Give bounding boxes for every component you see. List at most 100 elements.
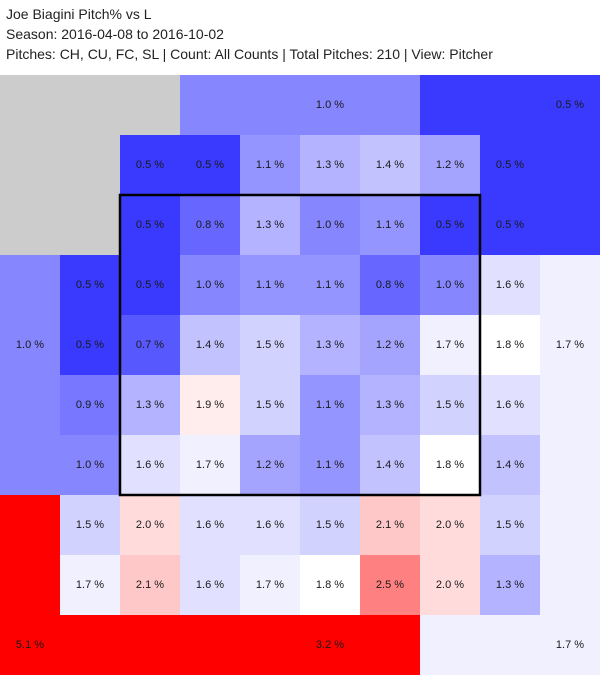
heatmap-cell bbox=[360, 555, 420, 615]
heatmap-cell bbox=[360, 495, 420, 555]
outer-region-label: 5.1 % bbox=[16, 639, 44, 651]
heatmap-cell bbox=[360, 195, 420, 255]
heatmap-cell bbox=[300, 495, 360, 555]
chart-header: Joe Biagini Pitch% vs L Season: 2016-04-… bbox=[6, 4, 493, 64]
heatmap-cell bbox=[480, 315, 540, 375]
heatmap-cell-label: 1.5 % bbox=[316, 519, 344, 531]
heatmap-cell-label: 0.5 % bbox=[496, 219, 524, 231]
heatmap-cell bbox=[420, 495, 480, 555]
heatmap-cell-label: 2.0 % bbox=[436, 579, 464, 591]
heatmap-cell-label: 1.5 % bbox=[256, 339, 284, 351]
filter-summary: Pitches: CH, CU, FC, SL | Count: All Cou… bbox=[6, 46, 493, 62]
heatmap-cell bbox=[180, 255, 240, 315]
outer-region-label: 1.0 % bbox=[316, 99, 344, 111]
heatmap-cell-label: 1.3 % bbox=[316, 339, 344, 351]
heatmap-cell-label: 0.5 % bbox=[76, 339, 104, 351]
heatmap-cell bbox=[480, 495, 540, 555]
heatmap-cell-label: 1.8 % bbox=[496, 339, 524, 351]
outer-region-label: 3.2 % bbox=[316, 639, 344, 651]
heatmap-cell bbox=[300, 255, 360, 315]
heatmap-cell-label: 1.0 % bbox=[76, 459, 104, 471]
heatmap-cell bbox=[240, 135, 300, 195]
heatmap-cell-label: 1.6 % bbox=[196, 579, 224, 591]
heatmap-cell bbox=[360, 375, 420, 435]
heatmap-cell-label: 1.3 % bbox=[316, 159, 344, 171]
outer-region-label: 1.0 % bbox=[16, 339, 44, 351]
heatmap-cell bbox=[60, 315, 120, 375]
heatmap-cell-label: 1.1 % bbox=[316, 399, 344, 411]
heatmap-cell-label: 1.4 % bbox=[496, 459, 524, 471]
heatmap-cell bbox=[120, 195, 180, 255]
heatmap-cell bbox=[180, 555, 240, 615]
heatmap-cell bbox=[420, 315, 480, 375]
outer-region-label: 1.7 % bbox=[556, 639, 584, 651]
heatmap-cell bbox=[120, 255, 180, 315]
heatmap-cell-label: 0.9 % bbox=[76, 399, 104, 411]
heatmap-cell bbox=[360, 255, 420, 315]
heatmap-cell-label: 1.4 % bbox=[196, 339, 224, 351]
heatmap-cell bbox=[420, 555, 480, 615]
heatmap-cell bbox=[240, 375, 300, 435]
heatmap-cell bbox=[480, 255, 540, 315]
heatmap-cell bbox=[180, 135, 240, 195]
heatmap-cell bbox=[420, 135, 480, 195]
heatmap-cell bbox=[240, 555, 300, 615]
heatmap-cell-label: 1.8 % bbox=[316, 579, 344, 591]
heatmap-cell bbox=[60, 435, 120, 495]
heatmap-cell bbox=[360, 435, 420, 495]
heatmap-cell bbox=[300, 315, 360, 375]
heatmap-cell bbox=[240, 495, 300, 555]
heatmap-cell-label: 1.1 % bbox=[316, 279, 344, 291]
heatmap-cell bbox=[240, 315, 300, 375]
heatmap-cell-label: 1.6 % bbox=[136, 459, 164, 471]
heatmap-cell-label: 1.6 % bbox=[496, 279, 524, 291]
heatmap-cell-label: 1.1 % bbox=[256, 279, 284, 291]
heatmap-cell-label: 0.5 % bbox=[136, 279, 164, 291]
heatmap-cell-label: 1.6 % bbox=[496, 399, 524, 411]
heatmap-cell bbox=[240, 255, 300, 315]
heatmap-cell-label: 1.8 % bbox=[436, 459, 464, 471]
heatmap-cell-label: 1.2 % bbox=[256, 459, 284, 471]
heatmap-cell bbox=[300, 195, 360, 255]
heatmap-cell-label: 1.9 % bbox=[196, 399, 224, 411]
heatmap-cell-label: 0.5 % bbox=[196, 159, 224, 171]
heatmap-cell bbox=[240, 435, 300, 495]
heatmap-cell bbox=[420, 435, 480, 495]
heatmap-cell-label: 0.8 % bbox=[376, 279, 404, 291]
heatmap-cell bbox=[60, 495, 120, 555]
heatmap-cell-label: 2.1 % bbox=[376, 519, 404, 531]
heatmap-cell bbox=[180, 375, 240, 435]
heatmap-cell bbox=[120, 375, 180, 435]
heatmap-cell bbox=[480, 375, 540, 435]
heatmap-cell-label: 1.6 % bbox=[256, 519, 284, 531]
heatmap-cell-label: 1.5 % bbox=[496, 519, 524, 531]
heatmap-cell-label: 1.7 % bbox=[76, 579, 104, 591]
heatmap-cell bbox=[300, 555, 360, 615]
heatmap-cell bbox=[120, 315, 180, 375]
heatmap-cell-label: 1.5 % bbox=[436, 399, 464, 411]
heatmap-cell-label: 1.1 % bbox=[376, 219, 404, 231]
heatmap-cell-label: 1.0 % bbox=[436, 279, 464, 291]
heatmap-cell-label: 1.5 % bbox=[256, 399, 284, 411]
outer-region-top-middle bbox=[180, 75, 420, 135]
heatmap-cell bbox=[60, 255, 120, 315]
heatmap-cell-label: 1.3 % bbox=[376, 399, 404, 411]
heatmap-cell-label: 1.7 % bbox=[196, 459, 224, 471]
heatmap-cell bbox=[180, 435, 240, 495]
heatmap-cell-label: 0.5 % bbox=[136, 219, 164, 231]
heatmap-cell-label: 1.3 % bbox=[136, 399, 164, 411]
heatmap-cell-label: 2.0 % bbox=[436, 519, 464, 531]
heatmap-cell bbox=[480, 435, 540, 495]
heatmap-cell bbox=[480, 135, 540, 195]
heatmap-cell bbox=[180, 315, 240, 375]
heatmap-cell-label: 2.5 % bbox=[376, 579, 404, 591]
heatmap-cell bbox=[240, 195, 300, 255]
heatmap-cell-label: 0.5 % bbox=[436, 219, 464, 231]
strike-zone-box bbox=[118, 193, 482, 497]
heatmap-cell bbox=[420, 255, 480, 315]
heatmap-cell bbox=[180, 495, 240, 555]
heatmap-cell-label: 2.1 % bbox=[136, 579, 164, 591]
heatmap-cell bbox=[60, 555, 120, 615]
outer-region-label: 1.7 % bbox=[556, 339, 584, 351]
